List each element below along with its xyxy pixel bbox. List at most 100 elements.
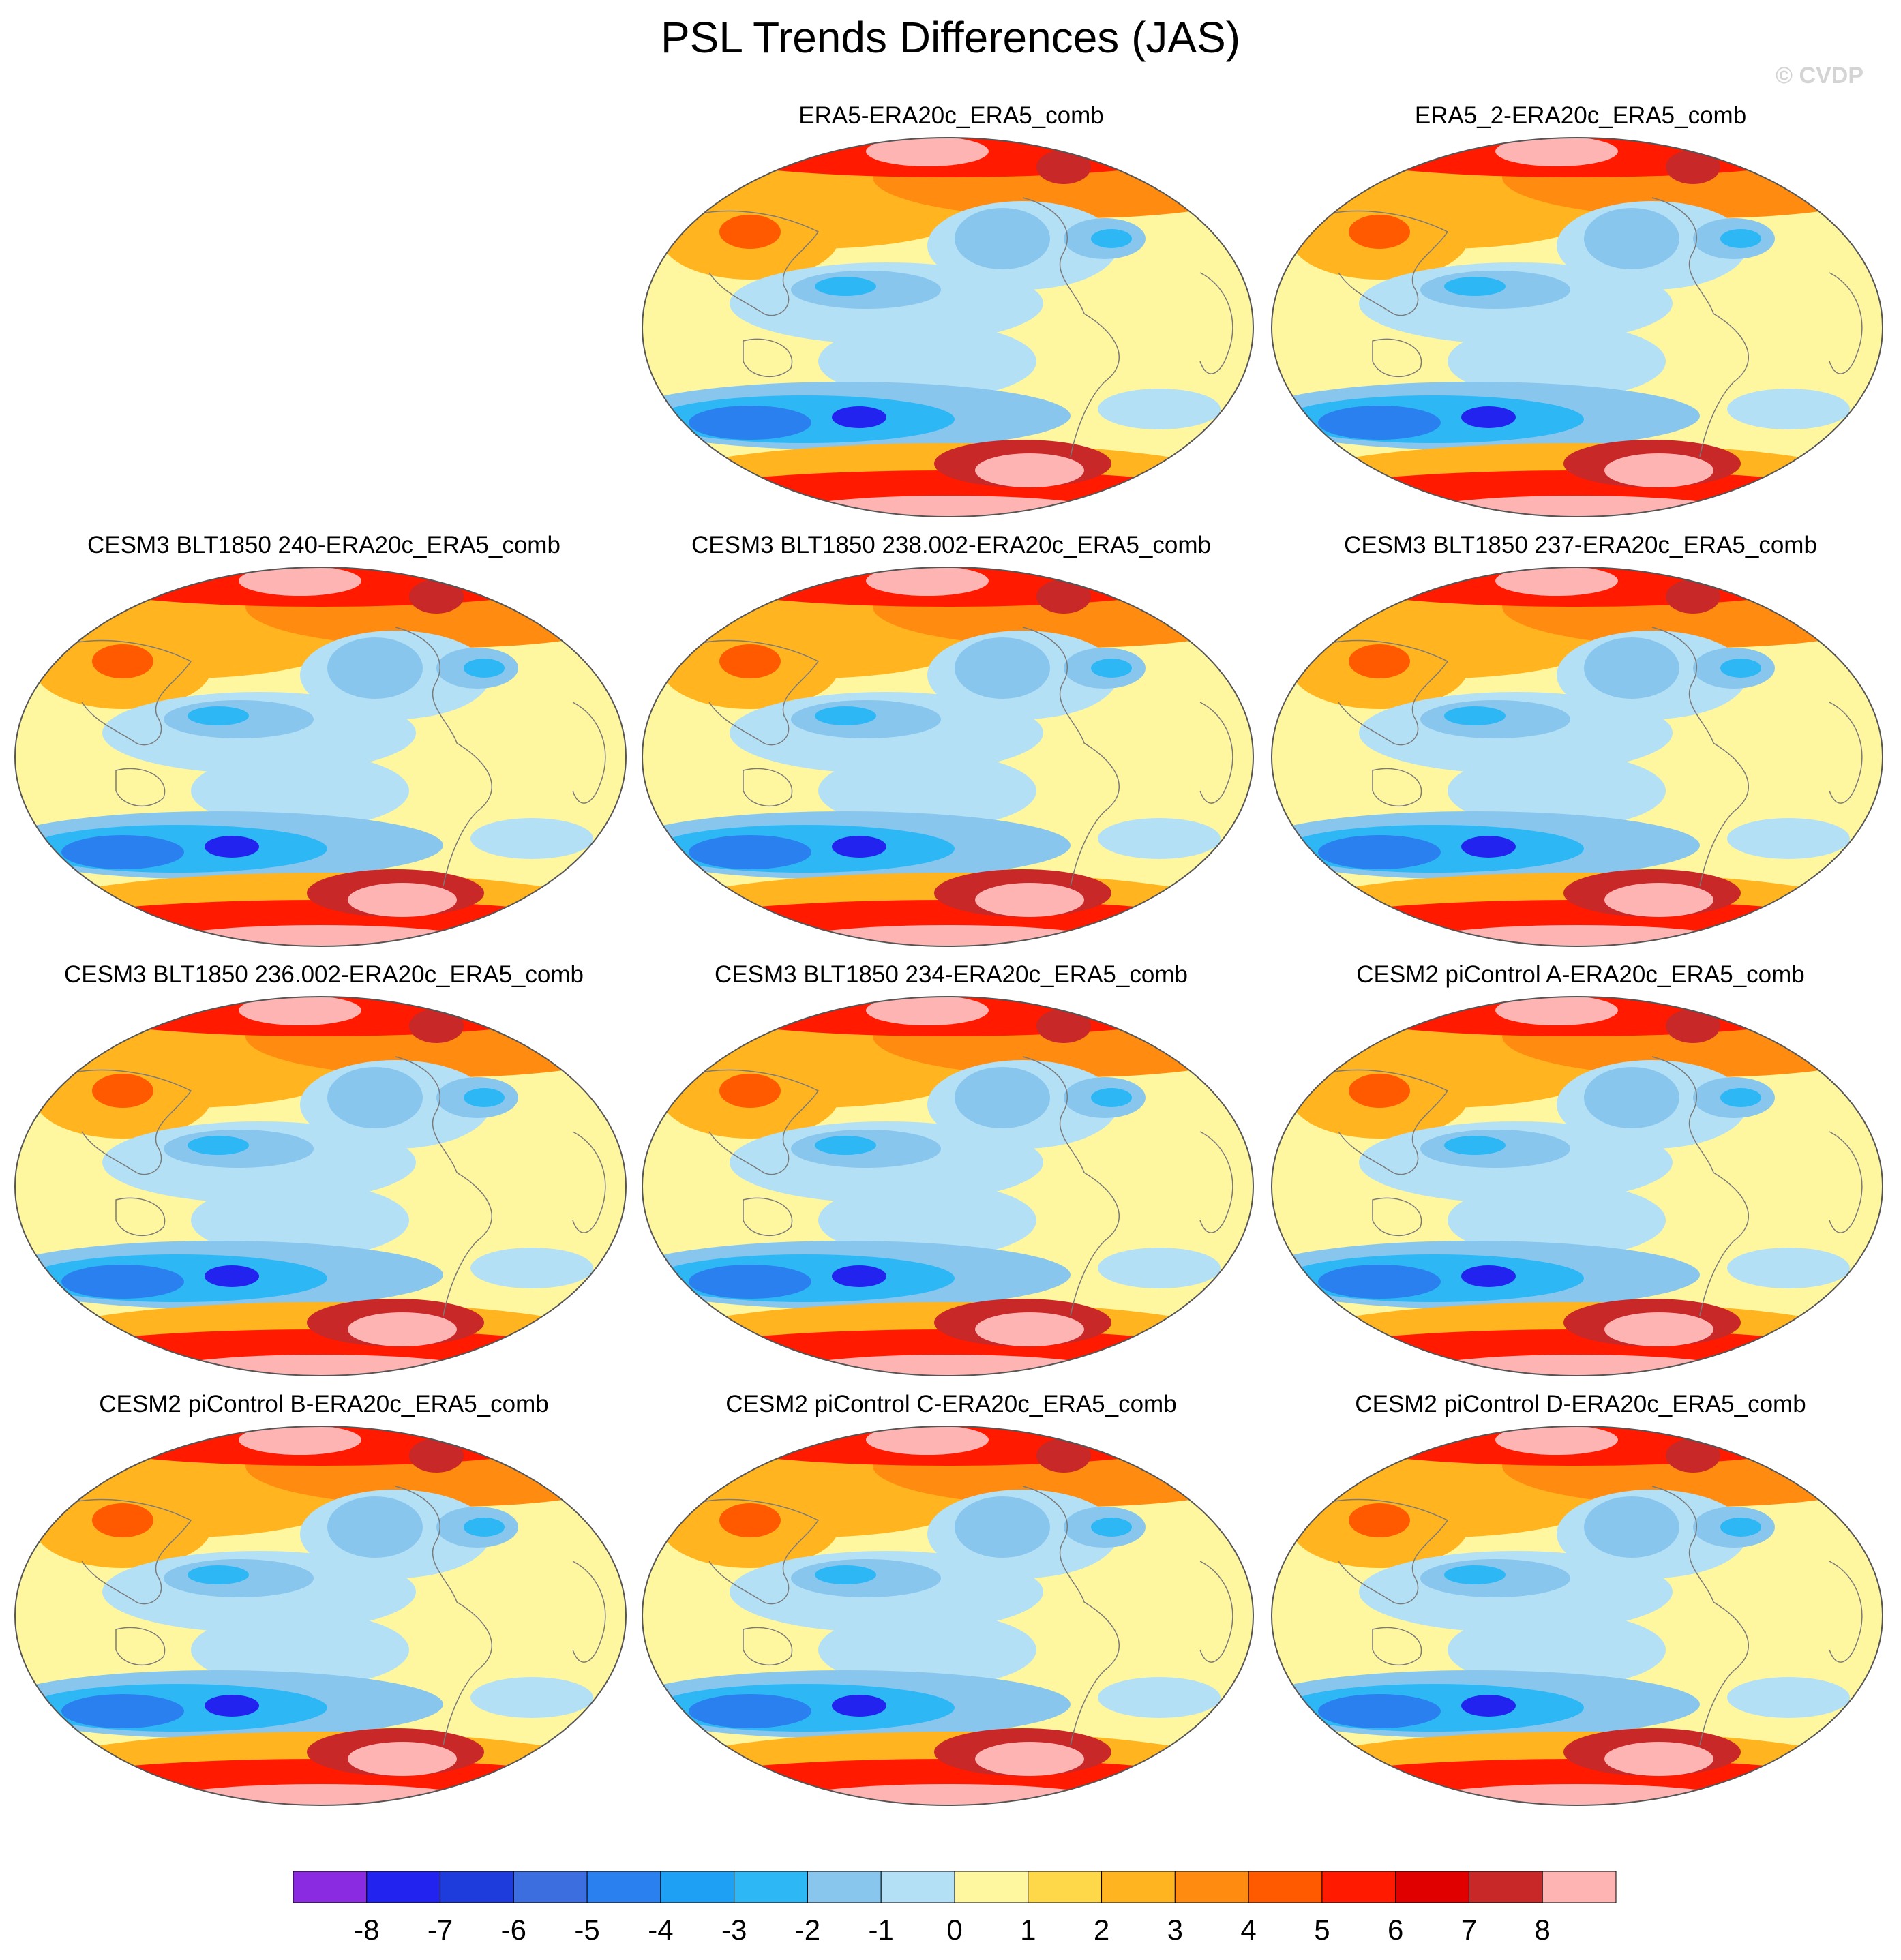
map-field	[642, 138, 1253, 517]
map-panel: CESM3 BLT1850 237-ERA20c_ERA5_comb	[1267, 532, 1894, 968]
colorbar-label: -3	[721, 1914, 747, 1946]
map-projection	[642, 137, 1254, 517]
colorbar-box	[1321, 1871, 1396, 1903]
map-panel: CESM3 BLT1850 234-ERA20c_ERA5_comb	[638, 961, 1265, 1398]
panel-title: CESM2 piControl D-ERA20c_ERA5_comb	[1355, 1391, 1806, 1417]
colorbar-box	[293, 1871, 368, 1903]
coastline-americas	[1651, 627, 1749, 887]
coastline-africa	[572, 1131, 606, 1233]
coastline-eurasia	[54, 1498, 192, 1605]
map-frame	[642, 567, 1254, 947]
coastline-africa	[1199, 1131, 1233, 1233]
coastline-australia	[115, 1627, 166, 1666]
map-frame	[1271, 1426, 1883, 1806]
coastline-eurasia	[1311, 1498, 1449, 1605]
coastline-africa	[1199, 1561, 1233, 1663]
colorbar-label: 7	[1461, 1914, 1477, 1946]
map-panel: CESM2 piControl A-ERA20c_ERA5_comb	[1267, 961, 1894, 1398]
map-field	[15, 997, 626, 1376]
map-field	[1272, 567, 1883, 946]
colorbar-box	[1542, 1871, 1617, 1903]
coastline-americas	[1651, 197, 1749, 457]
coastline-australia	[743, 768, 793, 807]
panel-title: CESM3 BLT1850 236.002-ERA20c_ERA5_comb	[63, 961, 584, 988]
colorbar-label: 5	[1314, 1914, 1330, 1946]
coastline-australia	[1372, 1197, 1422, 1237]
coastline-eurasia	[1311, 1069, 1449, 1175]
coastline-africa	[1199, 272, 1233, 374]
map-panel: ERA5-ERA20c_ERA5_comb	[638, 102, 1265, 539]
map-frame	[642, 137, 1254, 517]
colorbar-label: 6	[1388, 1914, 1403, 1946]
coastline-eurasia	[1311, 639, 1449, 746]
map-projection	[1271, 1426, 1883, 1806]
coastline-eurasia	[54, 639, 192, 746]
coastline-eurasia	[1311, 210, 1449, 316]
colorbar-box	[440, 1871, 514, 1903]
map-projection	[1271, 567, 1883, 947]
coastline-australia	[115, 768, 166, 807]
colorbar: -8 -7 -6 -5 -4 -3 -2 -1 0 1 2 3 4 5 6 7 8	[293, 1871, 1617, 1946]
coastline-africa	[1829, 1131, 1863, 1233]
colorbar-box	[954, 1871, 1029, 1903]
map-projection	[1271, 996, 1883, 1376]
map-projection	[642, 1426, 1254, 1806]
map-panel: CESM2 piControl B-ERA20c_ERA5_comb	[10, 1391, 638, 1827]
panel-title: CESM3 BLT1850 234-ERA20c_ERA5_comb	[715, 961, 1188, 988]
coastline-eurasia	[681, 1498, 820, 1605]
coastline-americas	[1651, 1486, 1749, 1746]
map-frame	[1271, 137, 1883, 517]
colorbar-label: 1	[1020, 1914, 1036, 1946]
map-projection	[642, 567, 1254, 947]
map-projection	[14, 1426, 627, 1806]
map-field	[1272, 138, 1883, 517]
coastline-americas	[1022, 627, 1120, 887]
colorbar-box	[1468, 1871, 1543, 1903]
map-field	[642, 997, 1253, 1376]
coastline-eurasia	[681, 1069, 820, 1175]
coastline-eurasia	[681, 210, 820, 316]
colorbar-box	[880, 1871, 955, 1903]
panel-title: CESM3 BLT1850 237-ERA20c_ERA5_comb	[1344, 532, 1817, 558]
map-panel: ERA5_2-ERA20c_ERA5_comb	[1267, 102, 1894, 539]
coastline-americas	[1022, 197, 1120, 457]
coastline-americas	[1022, 1486, 1120, 1746]
colorbar-label: -5	[574, 1914, 599, 1946]
colorbar-box	[366, 1871, 441, 1903]
map-frame	[14, 567, 627, 947]
colorbar-box	[1101, 1871, 1176, 1903]
watermark: © CVDP	[1776, 63, 1863, 89]
map-field	[15, 1426, 626, 1805]
map-frame	[642, 1426, 1254, 1806]
map-field	[1272, 1426, 1883, 1805]
coastline-africa	[1829, 1561, 1863, 1663]
map-panel: CESM3 BLT1850 240-ERA20c_ERA5_comb	[10, 532, 638, 968]
panel-title: CESM2 piControl B-ERA20c_ERA5_comb	[99, 1391, 549, 1417]
colorbar-box	[1395, 1871, 1469, 1903]
colorbar-label: -8	[354, 1914, 379, 1946]
colorbar-box	[807, 1871, 882, 1903]
colorbar-label: -7	[428, 1914, 453, 1946]
coastline-eurasia	[681, 639, 820, 746]
map-panel: CESM3 BLT1850 236.002-ERA20c_ERA5_comb	[10, 961, 638, 1398]
map-panel: CESM2 piControl C-ERA20c_ERA5_comb	[638, 1391, 1265, 1827]
panel-title: ERA5-ERA20c_ERA5_comb	[798, 102, 1104, 129]
colorbar-box	[734, 1871, 808, 1903]
colorbar-box	[513, 1871, 588, 1903]
map-panel: CESM2 piControl D-ERA20c_ERA5_comb	[1267, 1391, 1894, 1827]
colorbar-box	[586, 1871, 661, 1903]
map-field	[642, 1426, 1253, 1805]
map-frame	[1271, 996, 1883, 1376]
panel-title: ERA5_2-ERA20c_ERA5_comb	[1414, 102, 1747, 129]
colorbar-box	[1174, 1871, 1249, 1903]
coastline-australia	[1372, 768, 1422, 807]
map-panel: CESM3 BLT1850 238.002-ERA20c_ERA5_comb	[638, 532, 1265, 968]
coastline-americas	[395, 1056, 492, 1316]
coastline-americas	[1022, 1056, 1120, 1316]
map-field	[1272, 997, 1883, 1376]
coastline-australia	[1372, 1627, 1422, 1666]
map-projection	[14, 996, 627, 1376]
coastline-eurasia	[54, 1069, 192, 1175]
coastline-australia	[115, 1197, 166, 1237]
colorbar-box	[660, 1871, 735, 1903]
